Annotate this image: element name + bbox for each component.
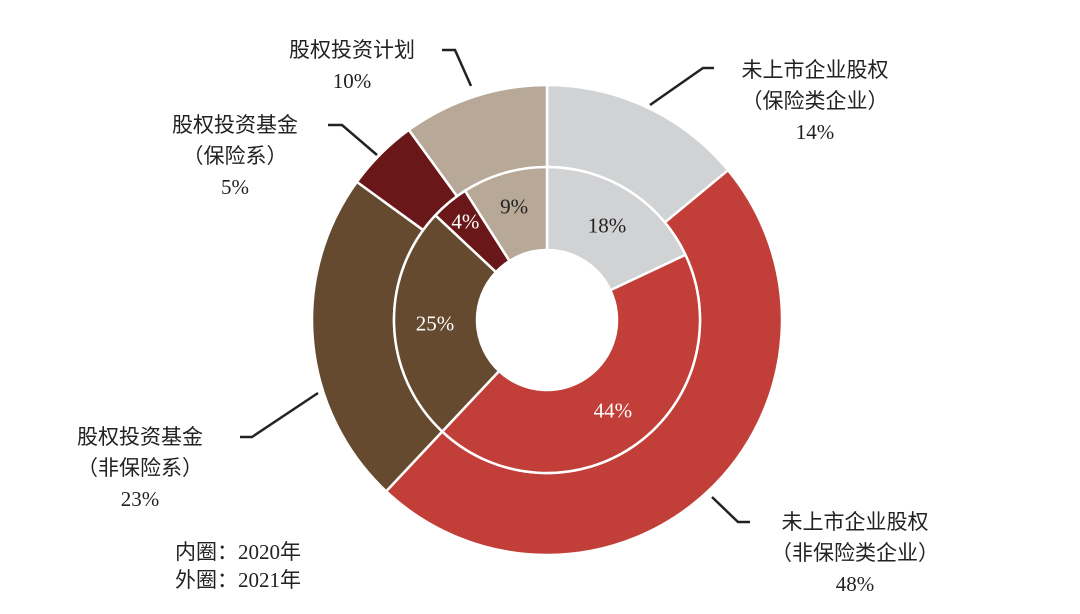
category-label-2: 股权投资基金: [77, 425, 203, 449]
legend-inner: 内圈：2020年: [175, 540, 301, 564]
outer-ring-callouts: 未上市企业股权 （保险类企业） 14% 未上市企业股权 （非保险类企业） 48% 股权投资基…: [77, 38, 939, 596]
leader-line-0: [649, 66, 714, 107]
inner-slice-1: [440, 253, 702, 475]
inner-slice-4: [463, 165, 549, 263]
inner-ring-labels: 18% 44% 25% 4% 9%: [416, 195, 632, 423]
leader-line-4: [442, 48, 473, 87]
leader-line-1: [711, 496, 750, 524]
inner-ring-2020: [392, 165, 702, 475]
inner-label-4: 9%: [500, 195, 528, 219]
category-label-3: 股权投资基金: [172, 113, 298, 137]
outer-value-label-2: 23%: [121, 487, 160, 511]
outer-value-label-4: 10%: [333, 69, 372, 93]
inner-label-2: 25%: [416, 312, 455, 336]
category-label-4: 股权投资计划: [289, 38, 415, 62]
category-label-0: 未上市企业股权: [742, 58, 889, 82]
category-label-2: （非保险系）: [77, 456, 203, 480]
category-label-3: （保险系）: [183, 144, 288, 168]
leader-line-3: [328, 123, 378, 156]
legend-outer: 外圈：2021年: [175, 568, 301, 592]
outer-value-label-0: 14%: [796, 120, 835, 144]
inner-slice-2: [392, 213, 501, 434]
category-label-1: （非保险类企业）: [771, 541, 939, 565]
inner-label-3: 4%: [451, 209, 479, 233]
outer-ring-2021: [310, 83, 784, 557]
category-label-0: （保险类企业）: [742, 89, 889, 113]
leader-line-2: [240, 391, 319, 439]
outer-value-label-3: 5%: [221, 175, 249, 199]
inner-slice-0: [545, 165, 688, 292]
inner-label-1: 44%: [594, 399, 633, 423]
category-label-1: 未上市企业股权: [782, 510, 929, 534]
outer-value-label-1: 48%: [836, 572, 875, 596]
inner-label-0: 18%: [588, 213, 627, 237]
